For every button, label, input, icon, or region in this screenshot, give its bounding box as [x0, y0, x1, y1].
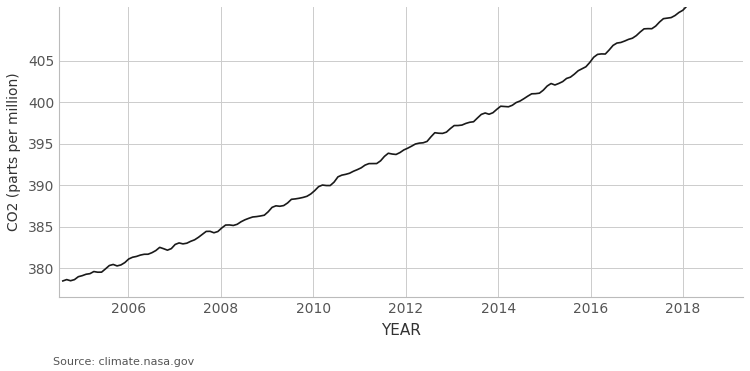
X-axis label: YEAR: YEAR — [381, 323, 421, 338]
Y-axis label: CO2 (parts per million): CO2 (parts per million) — [7, 73, 21, 232]
Text: Source: climate.nasa.gov: Source: climate.nasa.gov — [53, 357, 194, 367]
